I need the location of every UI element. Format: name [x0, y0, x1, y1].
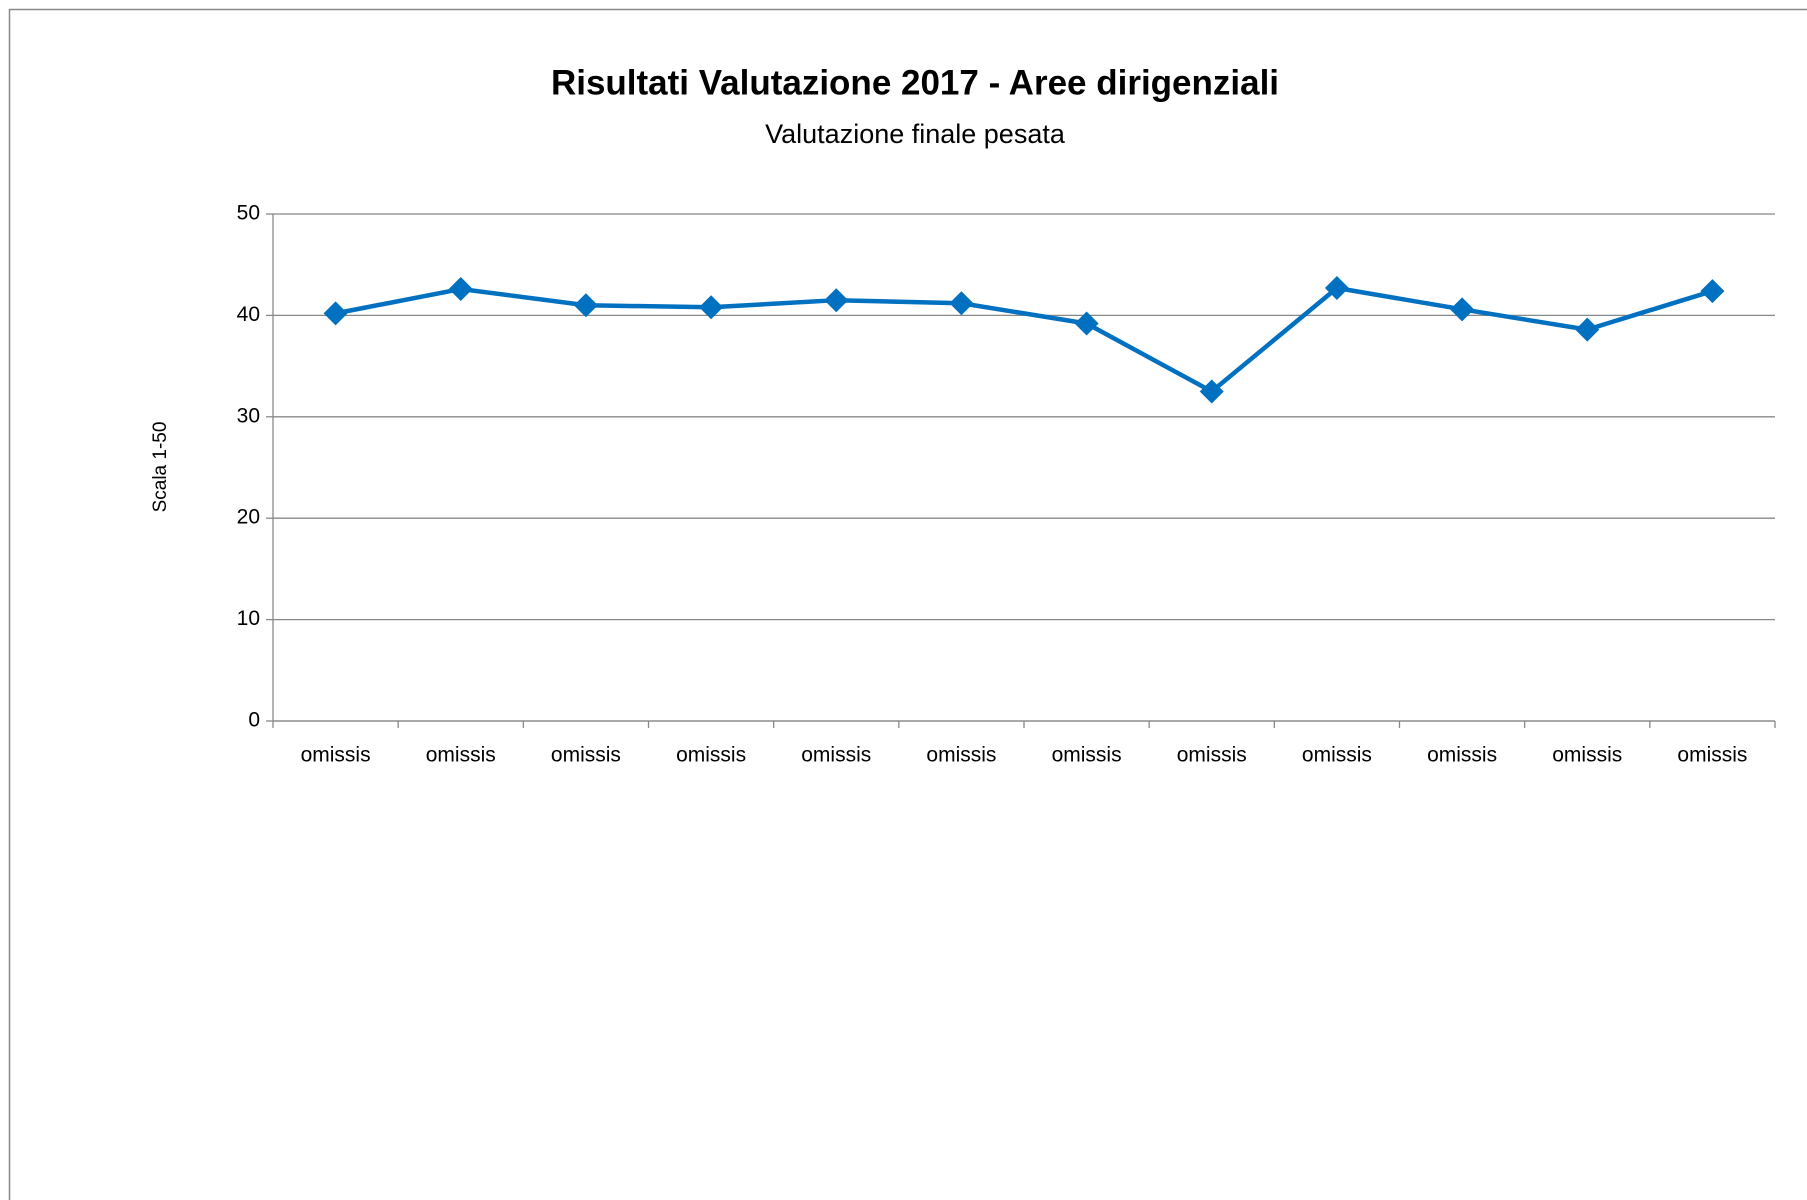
y-tick-label: 50: [237, 202, 260, 225]
data-point: [448, 277, 473, 302]
x-tick-label: omissis: [1052, 744, 1122, 767]
x-tick-label: omissis: [1677, 744, 1747, 767]
x-tick-label: omissis: [1302, 744, 1372, 767]
x-tick-label: omissis: [1552, 744, 1622, 767]
x-tick-label: omissis: [1177, 744, 1247, 767]
data-point: [1199, 379, 1224, 404]
x-tick-label: omissis: [426, 744, 496, 767]
x-tick-label: omissis: [301, 744, 371, 767]
data-point: [699, 295, 724, 320]
x-tick-label: omissis: [1427, 744, 1497, 767]
chart-frame: [8, 8, 1807, 1200]
x-tick-label: omissis: [926, 744, 996, 767]
chart-title: Risultati Valutazione 2017 - Aree dirige…: [551, 63, 1279, 102]
data-point: [1575, 317, 1600, 342]
x-tick-label: omissis: [801, 744, 871, 767]
data-point: [1700, 279, 1725, 304]
data-point: [949, 291, 974, 316]
x-tick-label: omissis: [676, 744, 746, 767]
data-point: [1324, 276, 1349, 301]
series-line: [335, 285, 1714, 394]
y-tick-label: 30: [237, 404, 260, 427]
data-point: [1074, 311, 1099, 336]
y-tick-label: 20: [237, 506, 260, 529]
data-point: [323, 301, 348, 326]
chart-subtitle: Valutazione finale pesata: [765, 119, 1066, 149]
data-point: [824, 288, 849, 313]
y-axis-title: Scala 1-50: [150, 422, 171, 513]
y-tick-label: 0: [248, 709, 260, 732]
data-point: [1450, 297, 1475, 322]
x-tick-label: omissis: [551, 744, 621, 767]
y-tick-label: 40: [237, 303, 260, 326]
data-point: [573, 293, 598, 318]
y-tick-label: 10: [237, 607, 260, 630]
